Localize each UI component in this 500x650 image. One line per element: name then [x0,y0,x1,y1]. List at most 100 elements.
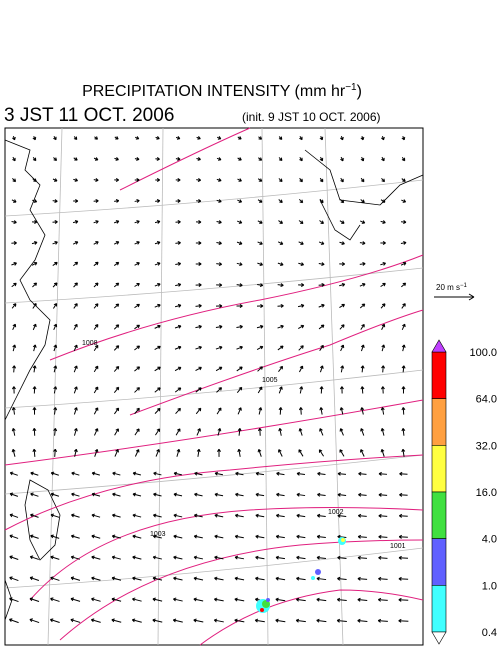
wind-arrow [357,534,367,539]
wind-arrow [9,576,19,582]
wind-arrow [339,220,345,224]
wind-arrow [11,199,17,203]
wind-arrow [357,555,368,560]
wind-arrow [278,427,283,436]
wind-arrow [73,157,78,161]
wind-arrow [173,597,183,602]
wind-arrow [360,220,366,224]
wind-arrow [298,345,304,351]
scale-text: 20 m s [436,283,460,292]
wind-arrow [360,199,365,204]
wind-arrow [176,448,181,457]
wind-arrow [195,303,202,308]
wind-arrow [93,386,99,394]
wind-arrow [236,345,243,350]
wind-arrow [53,136,57,141]
isobars [4,127,424,646]
wind-arrow [71,471,80,476]
wind-arrow [277,241,284,245]
wind-arrow [52,241,58,245]
colorbar-segment [431,585,447,633]
wind-arrow [237,157,242,161]
wind-arrow [276,492,285,497]
wind-arrow [214,471,224,476]
wind-arrow [52,261,58,266]
wind-arrow [193,576,204,581]
wind-arrow [93,344,99,351]
wind-arrow [237,136,242,140]
wind-arrow [319,198,324,204]
wind-arrow [32,178,37,182]
wind-arrow [299,156,303,162]
wind-arrow [174,366,182,372]
wind-arrow [154,241,161,245]
colorbar: 100.0 64.0 32.0 16.0 4.0 1.0 0.4 [431,339,497,645]
wind-arrow [32,407,37,415]
wind-arrow [132,534,142,539]
wind-arrow [216,220,222,224]
wind-arrow [277,345,284,351]
wind-arrow [236,220,243,224]
wind-arrow [216,136,222,140]
wind-arrow [257,199,263,203]
wind-arrow [318,303,325,308]
wind-arrow [73,344,78,352]
wind-arrow [256,345,264,350]
wind-arrow [196,448,201,457]
wind-arrow [257,241,263,245]
wind-vectors [9,135,409,624]
wind-arrow [152,618,163,623]
wind-arrow [175,178,181,182]
wind-arrow [93,303,99,309]
scale-label: 20 m s−1 [436,283,468,292]
wind-arrow [380,241,386,245]
wind-arrow [134,407,140,415]
wind-arrow [196,136,201,140]
wind-arrow [196,157,201,161]
isobar-labels: 1008 1005 1003 1002 1001 [82,340,406,550]
wind-arrow [215,345,223,350]
wind-arrow [32,365,37,373]
wind-arrow [378,471,388,476]
map: 1008 1005 1003 1002 1001 [4,127,424,646]
wind-arrow [298,262,305,267]
wind-arrow [319,156,324,162]
wind-arrow [73,407,78,415]
wind-arrow [337,555,347,560]
wind-arrow [216,387,223,393]
wind-arrow [319,365,324,373]
wind-arrow [360,177,365,183]
wind-arrow [340,344,345,352]
wind-arrow [195,366,202,372]
wind-arrow [278,157,283,162]
wind-arrow [93,157,99,161]
wind-arrow [360,135,365,141]
wind-arrow [91,471,100,476]
wind-arrow [93,261,99,267]
wind-arrow [398,618,409,623]
wind-arrow [258,157,263,161]
wind-arrow [257,178,263,182]
wind-arrow [174,303,182,308]
wind-arrow [71,492,80,497]
wind-arrow [319,135,324,141]
wind-arrow [154,261,161,266]
wind-arrow [237,427,242,436]
title-sup: −1 [345,82,357,93]
wind-arrow [154,407,161,414]
wind-arrow [31,262,38,266]
colorbar-segment [431,445,447,493]
wind-arrow [319,177,324,183]
isobar-label: 1001 [390,543,406,550]
wind-arrow [93,324,99,330]
wind-arrow [112,513,121,518]
wind-arrow [316,555,327,560]
wind-arrow [278,449,283,457]
wind-arrow [9,492,19,497]
wind-arrow [155,428,161,436]
wind-arrow [401,156,406,162]
wind-arrow [400,262,407,266]
wind-arrow [113,282,120,288]
wind-arrow [173,576,183,581]
isobar-label: 1003 [150,531,166,538]
